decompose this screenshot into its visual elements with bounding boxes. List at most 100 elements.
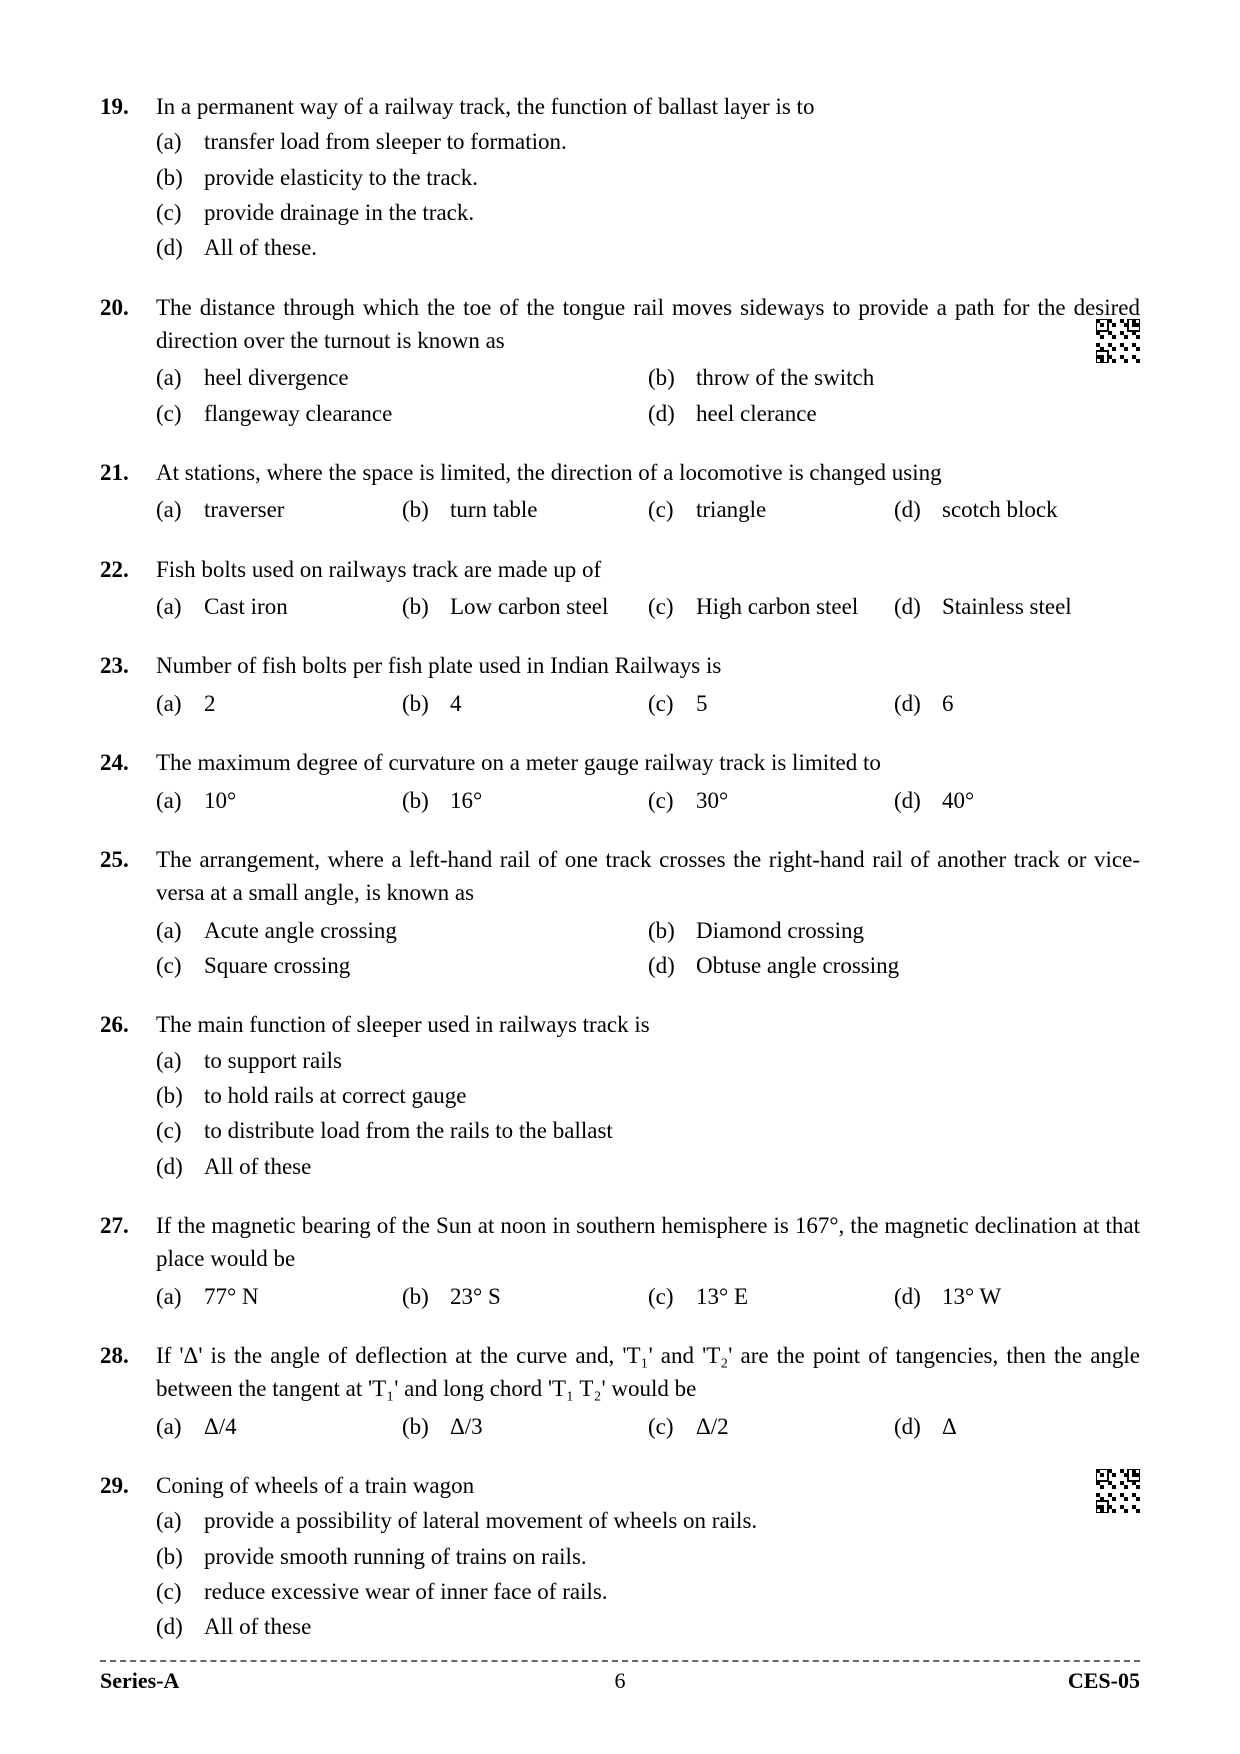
option: (a)heel divergence	[156, 361, 648, 394]
option-text: 13° E	[696, 1280, 894, 1313]
option-text: 6	[942, 687, 1140, 720]
question: 20.The distance through which the toe of…	[100, 291, 1140, 430]
option-text: provide elasticity to the track.	[204, 161, 1140, 194]
option-label: (d)	[156, 1150, 204, 1183]
question-stem: Number of fish bolts per fish plate used…	[156, 649, 1140, 682]
option-text: reduce excessive wear of inner face of r…	[204, 1575, 1140, 1608]
option-text: Δ/4	[204, 1410, 402, 1443]
option: (c)30°	[648, 784, 894, 817]
option-text: Obtuse angle crossing	[696, 949, 1140, 982]
option: (b)23° S	[402, 1280, 648, 1313]
question-stem: At stations, where the space is limited,…	[156, 456, 1140, 489]
option-label: (a)	[156, 1504, 204, 1537]
option-text: turn table	[450, 493, 648, 526]
option: (b)Low carbon steel	[402, 590, 648, 623]
option-text: Cast iron	[204, 590, 402, 623]
option: (d)All of these	[156, 1610, 1140, 1643]
option-text: 23° S	[450, 1280, 648, 1313]
option-text: provide smooth running of trains on rail…	[204, 1540, 1140, 1573]
option: (c)reduce excessive wear of inner face o…	[156, 1575, 1140, 1608]
option-label: (a)	[156, 361, 204, 394]
question-number: 27.	[100, 1209, 156, 1313]
option-label: (c)	[648, 1410, 696, 1443]
option-text: throw of the switch	[696, 361, 1140, 394]
option-label: (b)	[402, 687, 450, 720]
option-text: provide a possibility of lateral movemen…	[204, 1504, 1140, 1537]
question-body: The arrangement, where a left-hand rail …	[156, 843, 1140, 982]
option: (b)16°	[402, 784, 648, 817]
question-stem: If the magnetic bearing of the Sun at no…	[156, 1209, 1140, 1276]
option-text: 2	[204, 687, 402, 720]
option: (a)2	[156, 687, 402, 720]
option: (a)77° N	[156, 1280, 402, 1313]
option-text: All of these	[204, 1610, 1140, 1643]
option-text: All of these	[204, 1150, 1140, 1183]
option-text: flangeway clearance	[204, 397, 648, 430]
option-text: 4	[450, 687, 648, 720]
option-label: (b)	[648, 914, 696, 947]
option: (b)provide smooth running of trains on r…	[156, 1540, 1140, 1573]
option-label: (b)	[156, 1540, 204, 1573]
option-text: Δ/2	[696, 1410, 894, 1443]
option: (c)flangeway clearance	[156, 397, 648, 430]
question: 23.Number of fish bolts per fish plate u…	[100, 649, 1140, 720]
option-text: Diamond crossing	[696, 914, 1140, 947]
option: (a)Acute angle crossing	[156, 914, 648, 947]
options: (a)2(b)4(c)5(d)6	[156, 685, 1140, 720]
option-label: (c)	[648, 493, 696, 526]
option-text: heel clerance	[696, 397, 1140, 430]
option: (d)heel clerance	[648, 397, 1140, 430]
option-label: (a)	[156, 914, 204, 947]
option: (b)provide elasticity to the track.	[156, 161, 1140, 194]
question-number: 21.	[100, 456, 156, 527]
option: (d)All of these.	[156, 231, 1140, 264]
question: 29.Coning of wheels of a train wagon(a)p…	[100, 1469, 1140, 1644]
option-label: (a)	[156, 687, 204, 720]
option-label: (b)	[648, 361, 696, 394]
options: (a)Acute angle crossing(b)Diamond crossi…	[156, 912, 1140, 983]
option: (c)provide drainage in the track.	[156, 196, 1140, 229]
option-text: Acute angle crossing	[204, 914, 648, 947]
option-label: (d)	[894, 590, 942, 623]
option-label: (b)	[402, 493, 450, 526]
option-text: 40°	[942, 784, 1140, 817]
option-label: (a)	[156, 784, 204, 817]
option-label: (b)	[156, 161, 204, 194]
question-stem: The distance through which the toe of th…	[156, 291, 1140, 358]
question-stem: If 'Δ' is the angle of deflection at the…	[156, 1339, 1140, 1406]
option: (c)Square crossing	[156, 949, 648, 982]
option: (c)to distribute load from the rails to …	[156, 1114, 1140, 1147]
option-text: 10°	[204, 784, 402, 817]
question-number: 25.	[100, 843, 156, 982]
option: (c)High carbon steel	[648, 590, 894, 623]
option: (d)Stainless steel	[894, 590, 1140, 623]
option-label: (c)	[156, 949, 204, 982]
option-text: heel divergence	[204, 361, 648, 394]
option-label: (d)	[648, 397, 696, 430]
option-label: (d)	[156, 1610, 204, 1643]
options: (a)Cast iron(b)Low carbon steel(c)High c…	[156, 588, 1140, 623]
question-number: 23.	[100, 649, 156, 720]
options: (a)Δ/4(b)Δ/3(c)Δ/2(d)Δ	[156, 1408, 1140, 1443]
option-label: (a)	[156, 125, 204, 158]
question-number: 24.	[100, 746, 156, 817]
option-label: (c)	[648, 784, 696, 817]
option: (d)13° W	[894, 1280, 1140, 1313]
option-text: to support rails	[204, 1044, 1140, 1077]
qr-code-icon	[1096, 319, 1140, 363]
options: (a)heel divergence(b)throw of the switch…	[156, 359, 1140, 430]
options: (a)provide a possibility of lateral move…	[156, 1504, 1140, 1643]
option: (c)5	[648, 687, 894, 720]
option-text: provide drainage in the track.	[204, 196, 1140, 229]
option: (a)Cast iron	[156, 590, 402, 623]
page-footer: Series-A 6 CES-05	[100, 1660, 1140, 1694]
option: (d)6	[894, 687, 1140, 720]
options: (a)transfer load from sleeper to formati…	[156, 125, 1140, 264]
option-text: Δ	[942, 1410, 1140, 1443]
option-label: (d)	[894, 687, 942, 720]
option: (c)triangle	[648, 493, 894, 526]
question-stem: The arrangement, where a left-hand rail …	[156, 843, 1140, 910]
option-label: (a)	[156, 493, 204, 526]
option-text: All of these.	[204, 231, 1140, 264]
option: (a)traverser	[156, 493, 402, 526]
